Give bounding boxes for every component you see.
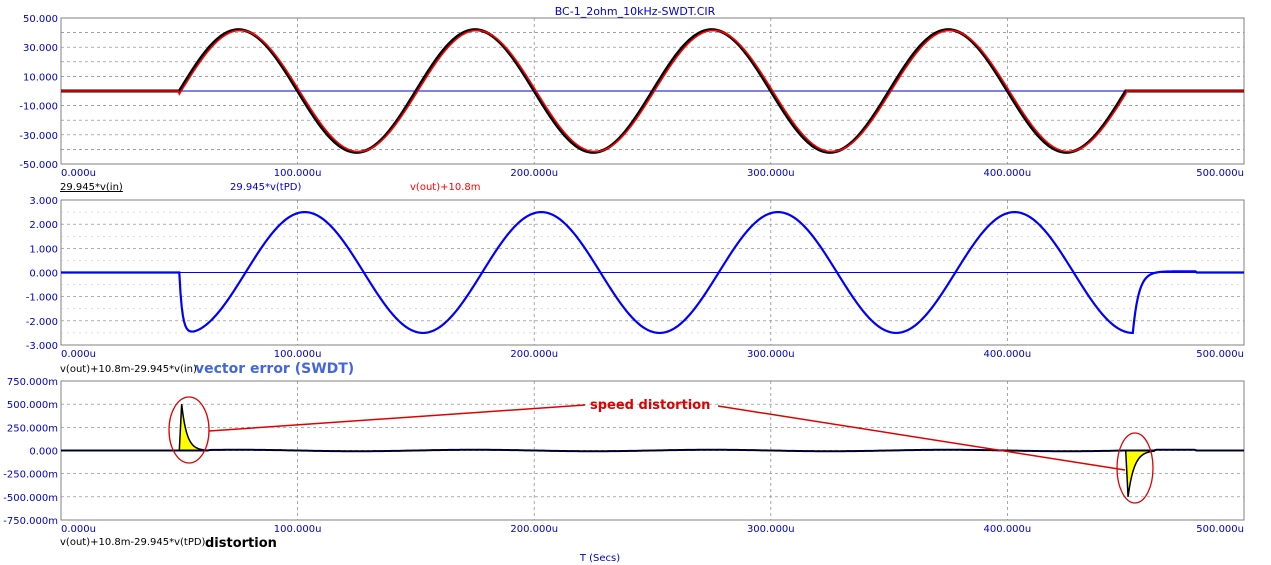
x-tick-label: 400.000u bbox=[984, 349, 1032, 360]
y-tick-label: 2.000 bbox=[29, 220, 58, 231]
y-tick-label: -50.000 bbox=[19, 160, 58, 171]
x-tick-label: 400.000u bbox=[984, 168, 1032, 179]
y-tick-label: -1.000 bbox=[26, 293, 58, 304]
legend-vtpd: 29.945*v(tPD) bbox=[230, 182, 301, 193]
speed-distortion-label: speed distortion bbox=[590, 398, 710, 413]
x-tick-label: 100.000u bbox=[274, 168, 322, 179]
y-tick-label: 50.000 bbox=[23, 14, 58, 25]
panel-middle: 3.000 2.000 1.000 0.000 -1.000 -2.000 -3.0000.… bbox=[26, 196, 1245, 360]
ellipse-left bbox=[168, 396, 210, 464]
x-tick-label: 300.000u bbox=[747, 168, 795, 179]
panel-top: 50.000 30.000 10.000 -10.000 -30.000 -50.0000… bbox=[19, 14, 1245, 179]
y-tick-label: 0.000 bbox=[29, 269, 58, 280]
x-tick-label: 200.000u bbox=[510, 168, 558, 179]
legend-vector-error: v(out)+10.8m-29.945*v(in) bbox=[60, 364, 197, 375]
arrow-left bbox=[208, 404, 586, 432]
x-tick-label: 0.000u bbox=[61, 168, 96, 179]
legend-vout: v(out)+10.8m bbox=[410, 182, 480, 193]
y-tick-label: 3.000 bbox=[29, 196, 58, 207]
y-tick-label: -250.000m bbox=[3, 470, 58, 481]
arrow-right bbox=[717, 405, 1126, 471]
y-tick-label: 1.000 bbox=[29, 244, 58, 255]
series-vector-error bbox=[61, 210, 1244, 335]
y-tick-label: 250.000m bbox=[7, 423, 58, 434]
y-tick-label: -3.000 bbox=[26, 341, 58, 352]
distortion-label: distortion bbox=[205, 536, 277, 551]
y-tick-label: -10.000 bbox=[19, 102, 58, 113]
chart-title: BC-1_2ohm_10kHz-SWDT.CIR bbox=[555, 5, 716, 18]
legend-distortion: v(out)+10.8m-29.945*v(tPD) bbox=[60, 537, 206, 548]
y-tick-label: -2.000 bbox=[26, 317, 58, 328]
x-tick-label: 300.000u bbox=[747, 524, 795, 535]
series-distortion bbox=[61, 449, 1244, 452]
y-tick-label: 10.000 bbox=[23, 72, 58, 83]
y-tick-label: -500.000m bbox=[3, 493, 58, 504]
x-tick-label: 200.000u bbox=[510, 349, 558, 360]
x-tick-label: 100.000u bbox=[274, 349, 322, 360]
y-tick-label: 500.000m bbox=[7, 400, 58, 411]
x-axis-label: T (Secs) bbox=[579, 553, 620, 564]
x-tick-label: 500.000u bbox=[1196, 349, 1244, 360]
y-tick-label: 750.000m bbox=[7, 377, 58, 388]
legend-vin: 29.945*v(in) bbox=[60, 182, 123, 193]
x-tick-label: 0.000u bbox=[61, 524, 96, 535]
x-tick-label: 0.000u bbox=[61, 349, 96, 360]
y-tick-label: 30.000 bbox=[23, 43, 58, 54]
x-tick-label: 500.000u bbox=[1196, 168, 1244, 179]
y-tick-label: -30.000 bbox=[19, 131, 58, 142]
y-tick-label: -750.000m bbox=[3, 516, 58, 527]
x-tick-label: 400.000u bbox=[984, 524, 1032, 535]
y-tick-label: 0.000 bbox=[29, 447, 58, 458]
x-tick-label: 500.000u bbox=[1196, 524, 1244, 535]
x-tick-label: 200.000u bbox=[510, 524, 558, 535]
x-tick-label: 100.000u bbox=[274, 524, 322, 535]
series-vout bbox=[61, 29, 1244, 153]
speed-distortion-annotation: speed distortion bbox=[168, 396, 1154, 504]
vector-error-label: vector error (SWDT) bbox=[195, 361, 354, 377]
panel-bottom: 750.000m 500.000m 250.000m 0.000 -250.000m -5… bbox=[3, 377, 1245, 535]
x-tick-label: 300.000u bbox=[747, 349, 795, 360]
